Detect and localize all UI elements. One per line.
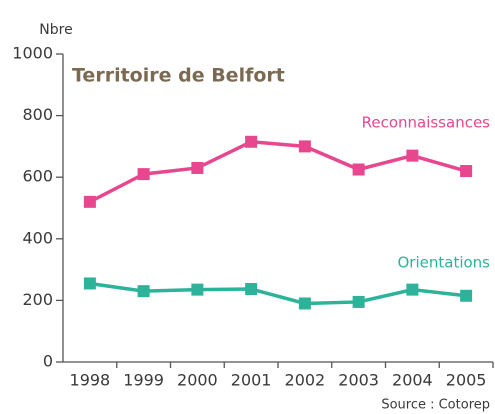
- series-line: [89, 139, 467, 204]
- y-tick-label: 0: [43, 352, 53, 371]
- x-tick-label: 2000: [177, 371, 218, 390]
- point-marker: [298, 140, 311, 153]
- y-axis-label: Nbre: [39, 22, 72, 38]
- x-tick-label: 1998: [70, 371, 111, 390]
- chart-title: Territoire de Belfort: [72, 65, 285, 87]
- y-tick-label: 400: [22, 228, 53, 247]
- x-tick-label: 2005: [446, 371, 487, 390]
- y-tick-label: 800: [22, 105, 53, 124]
- point-marker: [460, 289, 473, 302]
- x-tick-label: 2001: [231, 371, 272, 390]
- point-marker: [137, 285, 150, 298]
- series-line: [89, 281, 467, 306]
- point-marker: [460, 165, 473, 178]
- source-note: Source : Cotorep: [381, 398, 490, 413]
- point-marker: [406, 149, 419, 162]
- point-marker: [406, 283, 419, 296]
- x-tick-label: 2003: [338, 371, 379, 390]
- point-marker: [191, 283, 204, 296]
- series-label: Orientations: [398, 253, 491, 271]
- point-marker: [245, 283, 258, 296]
- point-marker: [352, 295, 365, 308]
- point-marker: [83, 277, 96, 290]
- x-tick-label: 2004: [392, 371, 433, 390]
- point-marker: [245, 135, 258, 148]
- point-marker: [191, 161, 204, 174]
- y-tick-label: 600: [22, 167, 53, 186]
- point-marker: [137, 168, 150, 181]
- y-tick-label: 1000: [12, 44, 53, 63]
- point-marker: [83, 195, 96, 208]
- x-tick-label: 1999: [123, 371, 164, 390]
- series-label: Reconnaissances: [362, 114, 491, 132]
- x-tick-label: 2002: [285, 371, 326, 390]
- point-marker: [298, 297, 311, 310]
- point-marker: [352, 163, 365, 176]
- y-tick-label: 200: [22, 290, 53, 309]
